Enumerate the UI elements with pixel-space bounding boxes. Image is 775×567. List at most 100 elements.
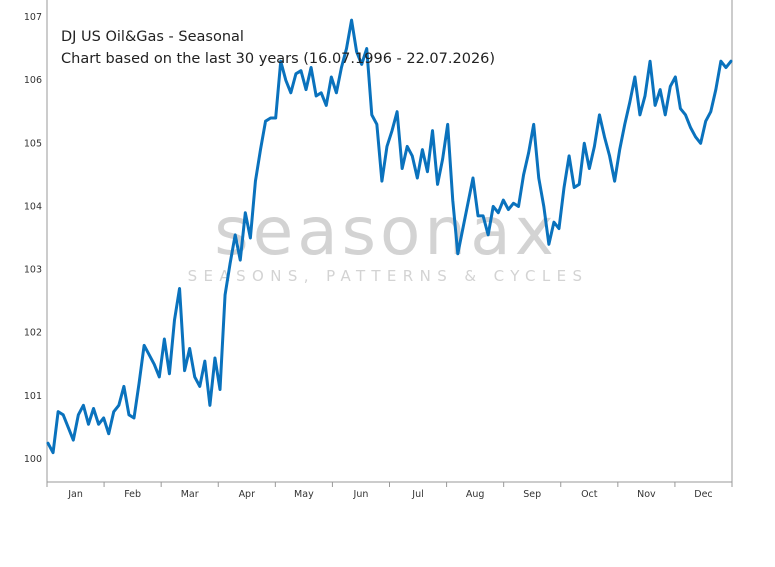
data-point <box>396 110 398 113</box>
data-point <box>138 382 140 385</box>
data-point <box>477 215 479 217</box>
data-point <box>355 50 358 53</box>
data-point <box>543 205 545 208</box>
data-point <box>107 432 110 435</box>
data-point <box>553 221 555 224</box>
data-point <box>527 151 530 154</box>
data-point <box>537 177 540 179</box>
data-point <box>209 404 211 407</box>
data-point <box>436 183 439 186</box>
data-point <box>365 47 368 50</box>
y-tick-label: 102 <box>24 328 42 339</box>
data-point <box>148 354 150 356</box>
data-point <box>482 215 484 217</box>
data-point <box>588 167 591 170</box>
data-point <box>563 186 565 189</box>
data-point <box>457 252 459 255</box>
data-point <box>229 262 231 265</box>
data-point <box>67 426 70 429</box>
data-point <box>548 243 550 246</box>
x-tick-label: Nov <box>637 489 656 500</box>
data-point <box>143 344 145 347</box>
data-point <box>330 76 333 78</box>
seasonax-watermark: seasonax SEASONS, PATTERNS & CYCLES <box>188 193 589 285</box>
data-point <box>522 174 525 176</box>
x-tick-label: Mar <box>181 489 199 500</box>
data-point <box>451 199 454 201</box>
data-point <box>689 126 692 129</box>
data-point <box>720 60 722 62</box>
data-point <box>578 183 581 186</box>
data-point <box>244 211 247 214</box>
x-tick-label: May <box>294 489 314 500</box>
data-point <box>112 410 115 413</box>
data-point <box>269 117 272 119</box>
data-point <box>188 347 191 350</box>
data-point <box>709 110 712 113</box>
data-point <box>370 114 373 116</box>
data-point <box>730 60 732 62</box>
data-point <box>649 60 651 62</box>
data-point <box>502 199 505 201</box>
data-point <box>467 202 469 205</box>
data-point <box>310 66 312 69</box>
data-point <box>350 19 353 21</box>
y-tick-label: 104 <box>24 201 42 212</box>
data-point <box>446 123 449 126</box>
data-point <box>204 360 206 362</box>
data-point <box>183 369 186 372</box>
x-tick-label: Apr <box>239 489 256 500</box>
data-point <box>128 414 130 416</box>
y-tick-label: 103 <box>24 265 42 276</box>
data-point <box>406 145 409 148</box>
data-point <box>163 338 166 340</box>
data-point <box>118 404 120 407</box>
data-point <box>158 376 161 378</box>
data-point <box>87 423 90 426</box>
x-tick-label: Jan <box>67 489 83 500</box>
data-point <box>335 91 338 94</box>
data-point <box>198 385 201 388</box>
data-point <box>320 91 323 94</box>
data-point <box>234 234 236 236</box>
data-point <box>421 148 424 151</box>
data-point <box>386 145 388 148</box>
data-point <box>699 142 702 145</box>
data-point <box>669 85 672 88</box>
data-point <box>82 404 85 407</box>
data-point <box>305 88 307 91</box>
y-tick-label: 101 <box>24 391 42 402</box>
x-tick-label: Oct <box>581 489 598 500</box>
data-point <box>214 357 216 359</box>
data-point <box>654 104 656 107</box>
data-point <box>153 363 156 366</box>
data-point <box>613 180 616 182</box>
x-tick-label: Jun <box>353 489 369 500</box>
data-point <box>487 234 489 236</box>
watermark-brand: seasonax <box>214 193 558 270</box>
series-layer <box>46 18 733 455</box>
data-point <box>274 117 277 119</box>
x-tick-label: Aug <box>466 489 485 500</box>
chart-title: DJ US Oil&Gas - Seasonal <box>61 29 244 45</box>
chart-subtitle: Chart based on the last 30 years (16.07.… <box>61 51 496 67</box>
data-point <box>634 76 636 78</box>
data-point <box>639 114 641 116</box>
x-tick-label: Feb <box>124 489 141 500</box>
watermark-tagline: SEASONS, PATTERNS & CYCLES <box>188 267 589 285</box>
data-point <box>224 294 226 296</box>
data-point <box>249 237 252 239</box>
y-tick-label: 100 <box>24 454 42 465</box>
data-point <box>193 376 196 378</box>
data-point <box>381 180 383 182</box>
data-point <box>618 148 621 151</box>
axes <box>46 0 733 487</box>
tick-labels: 100 101 102 103 104 105 106 107 Jan Feb Mar Apr May J… <box>24 12 713 500</box>
data-point <box>133 417 135 419</box>
y-tick-label: 106 <box>24 75 42 86</box>
data-point <box>684 114 687 116</box>
data-point <box>102 417 105 419</box>
data-point <box>52 451 54 454</box>
data-point <box>279 60 282 62</box>
